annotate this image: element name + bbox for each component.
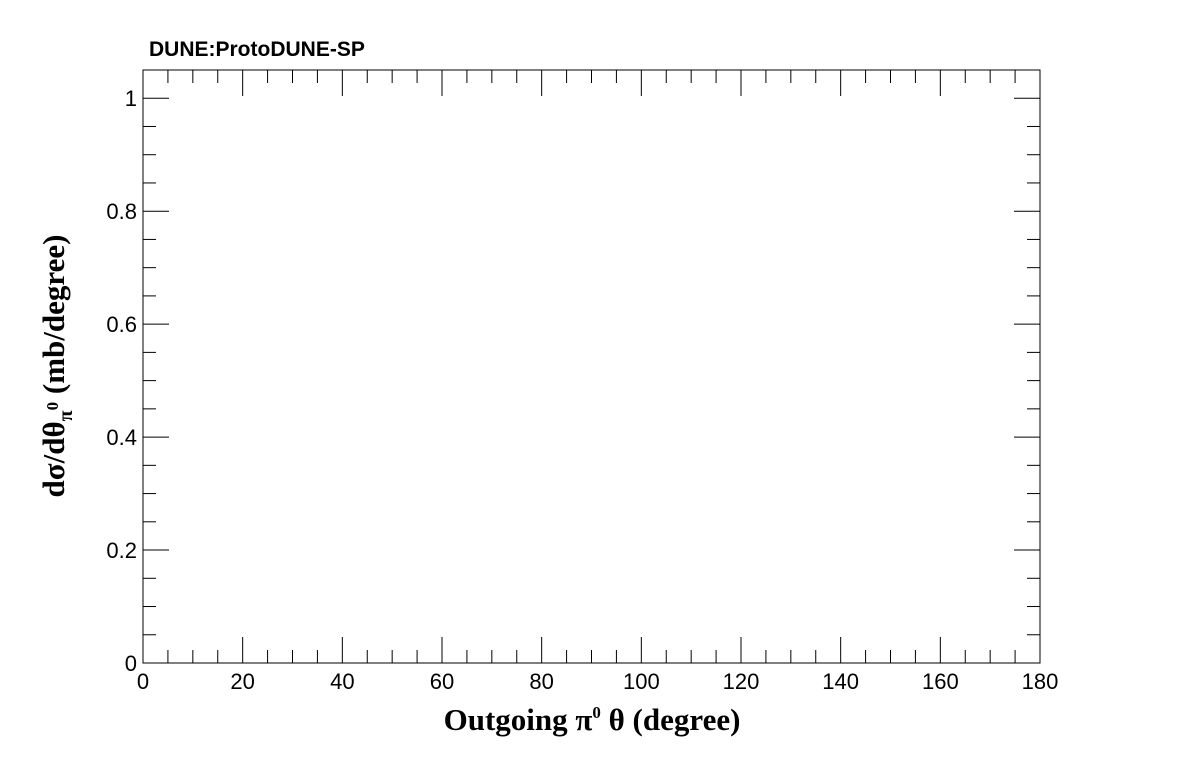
x-tick-label: 0 <box>137 669 149 694</box>
x-axis-label: Outgoing π0 θ (degree) <box>444 702 741 737</box>
y-tick-labels: 0 0.2 0.4 0.6 0.8 1 <box>106 86 137 676</box>
y-tick-label: 0.8 <box>106 199 137 224</box>
y-tick-label: 1 <box>125 86 137 111</box>
x-tick-label: 180 <box>1022 669 1059 694</box>
x-axis-label-sup: 0 <box>592 703 601 722</box>
y-axis-label-subsup: 0 <box>43 402 62 411</box>
x-tick-label: 40 <box>330 669 354 694</box>
x-tick-label: 160 <box>922 669 959 694</box>
chart-title: DUNE:ProtoDUNE-SP <box>149 38 365 61</box>
x-tick-label: 140 <box>822 669 859 694</box>
y-axis-label-sub: π <box>55 410 77 421</box>
x-tick-label: 80 <box>529 669 553 694</box>
x-tick-label: 100 <box>623 669 660 694</box>
y-axis-label: dσ/dθπ0 (mb/degree) <box>36 235 77 498</box>
x-tick-label: 60 <box>430 669 454 694</box>
y-tick-label: 0 <box>125 651 137 676</box>
x-tick-labels: 0 20 40 60 80 100 120 140 160 180 <box>137 669 1058 694</box>
axis-ticks <box>142 69 1041 664</box>
x-tick-label: 120 <box>723 669 760 694</box>
y-tick-label: 0.2 <box>106 538 137 563</box>
y-axis-label-suffix: (mb/degree) <box>36 235 71 402</box>
x-tick-label: 20 <box>230 669 254 694</box>
x-axis-label-suffix: θ (degree) <box>601 702 741 737</box>
y-tick-label: 0.4 <box>106 425 137 450</box>
y-axis-label-prefix: dσ/dθ <box>36 421 71 497</box>
plot-frame <box>142 69 1041 664</box>
y-tick-label: 0.6 <box>106 312 137 337</box>
x-axis-label-prefix: Outgoing π <box>444 702 593 737</box>
